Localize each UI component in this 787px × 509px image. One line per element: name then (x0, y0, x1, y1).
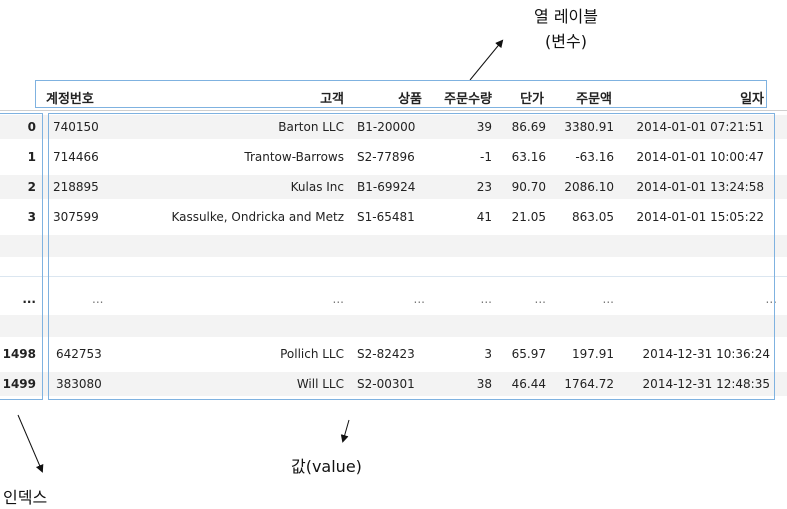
gap-divider (0, 276, 787, 277)
cell-date: 2014-01-01 07:21:51 (636, 120, 764, 134)
index-label-annotation: 인덱스 (3, 488, 48, 507)
cell-unit-price: 65.97 (511, 347, 546, 361)
cell-customer: Barton LLC (278, 120, 344, 134)
cell-unit-price: 46.44 (511, 377, 546, 391)
table-row: 1 714466 Trantow-Barrows S2-77896 -1 63.… (0, 145, 787, 169)
cell-quantity: ... (480, 292, 492, 306)
column-header: 고객 (320, 92, 344, 107)
cell-customer: Pollich LLC (280, 347, 344, 361)
cell-unit-price: 21.05 (511, 210, 546, 224)
table-row: 0 740150 Barton LLC B1-20000 39 86.69 33… (0, 115, 787, 139)
cell-date: 2014-12-31 10:36:24 (642, 347, 770, 361)
cell-product: ... (413, 292, 425, 306)
cell-account: 383080 (56, 377, 102, 391)
cell-quantity: 23 (476, 180, 492, 194)
column-label-box (35, 80, 767, 108)
cell-date: 2014-12-31 12:48:35 (642, 377, 770, 391)
cell-order-amount: 3380.91 (564, 120, 614, 134)
cell-unit-price: 86.69 (511, 120, 546, 134)
blank-stripe (0, 315, 787, 337)
cell-product: S2-77896 (357, 150, 415, 164)
cell-date: 2014-01-01 15:05:22 (636, 210, 764, 224)
index-label-arrow (17, 414, 44, 473)
cell-account: 740150 (53, 120, 99, 134)
cell-order-amount: 1764.72 (564, 377, 614, 391)
cell-unit-price: 63.16 (511, 150, 546, 164)
row-index: 1498 (2, 347, 36, 361)
cell-product: S2-00301 (357, 377, 415, 391)
cell-date: 2014-01-01 13:24:58 (636, 180, 764, 194)
cell-account: 642753 (56, 347, 102, 361)
cell-unit-price: 90.70 (511, 180, 546, 194)
cell-order-amount: 197.91 (572, 347, 614, 361)
column-header: 일자 (740, 92, 764, 107)
column-header: 주문수량 (444, 92, 492, 107)
cell-product: S1-65481 (357, 210, 415, 224)
column-header: 주문액 (576, 92, 612, 107)
column-header: 상품 (398, 92, 422, 107)
row-index: 2 (27, 180, 36, 194)
cell-customer: Kulas Inc (290, 180, 344, 194)
cell-account: ... (92, 292, 104, 306)
table-row: 2 218895 Kulas Inc B1-69924 23 90.70 208… (0, 175, 787, 199)
value-box (48, 113, 775, 400)
cell-quantity: 3 (484, 347, 492, 361)
table-row: 1499 383080 Will LLC S2-00301 38 46.44 1… (0, 372, 787, 396)
cell-quantity: 38 (476, 377, 492, 391)
ellipsis-row: ... ... ... ... ... ... ... ... (0, 287, 787, 311)
cell-account: 218895 (53, 180, 99, 194)
cell-product: B1-20000 (357, 120, 416, 134)
table-row: 3 307599 Kassulke, Ondricka and Metz S1-… (0, 205, 787, 229)
row-index: 1499 (2, 377, 36, 391)
cell-customer: Kassulke, Ondricka and Metz (171, 210, 344, 224)
cell-product: S2-82423 (357, 347, 415, 361)
cell-date: ... (765, 292, 777, 306)
cell-order-amount: -63.16 (575, 150, 614, 164)
cell-customer: ... (332, 292, 344, 306)
blank-stripe (0, 235, 787, 257)
cell-unit-price: ... (534, 292, 546, 306)
column-label-annotation: 열 레이블 (변수) (511, 3, 621, 52)
cell-date: 2014-01-01 10:00:47 (636, 150, 764, 164)
cell-customer: Trantow-Barrows (244, 150, 344, 164)
cell-order-amount: ... (602, 292, 614, 306)
value-label-annotation: 값(value) (291, 457, 362, 476)
cell-customer: Will LLC (296, 377, 344, 391)
header-divider (0, 110, 787, 111)
row-index: 3 (27, 210, 36, 224)
index-box (0, 113, 43, 400)
cell-quantity: 39 (476, 120, 492, 134)
cell-quantity: 41 (476, 210, 492, 224)
table-row: 1498 642753 Pollich LLC S2-82423 3 65.97… (0, 342, 787, 366)
row-index: 0 (27, 120, 36, 134)
value-label-arrow (340, 419, 350, 443)
column-header: 단가 (520, 92, 544, 107)
cell-order-amount: 863.05 (572, 210, 614, 224)
column-label-line1: 열 레이블 (534, 7, 598, 26)
cell-order-amount: 2086.10 (564, 180, 614, 194)
column-label-arrow (469, 39, 504, 81)
cell-account: 714466 (53, 150, 99, 164)
row-index: 1 (27, 150, 36, 164)
cell-account: 307599 (53, 210, 99, 224)
cell-product: B1-69924 (357, 180, 416, 194)
column-header: 계정번호 (46, 92, 94, 107)
row-index: ... (22, 292, 36, 306)
cell-quantity: -1 (480, 150, 492, 164)
column-label-line2: (변수) (545, 32, 587, 51)
